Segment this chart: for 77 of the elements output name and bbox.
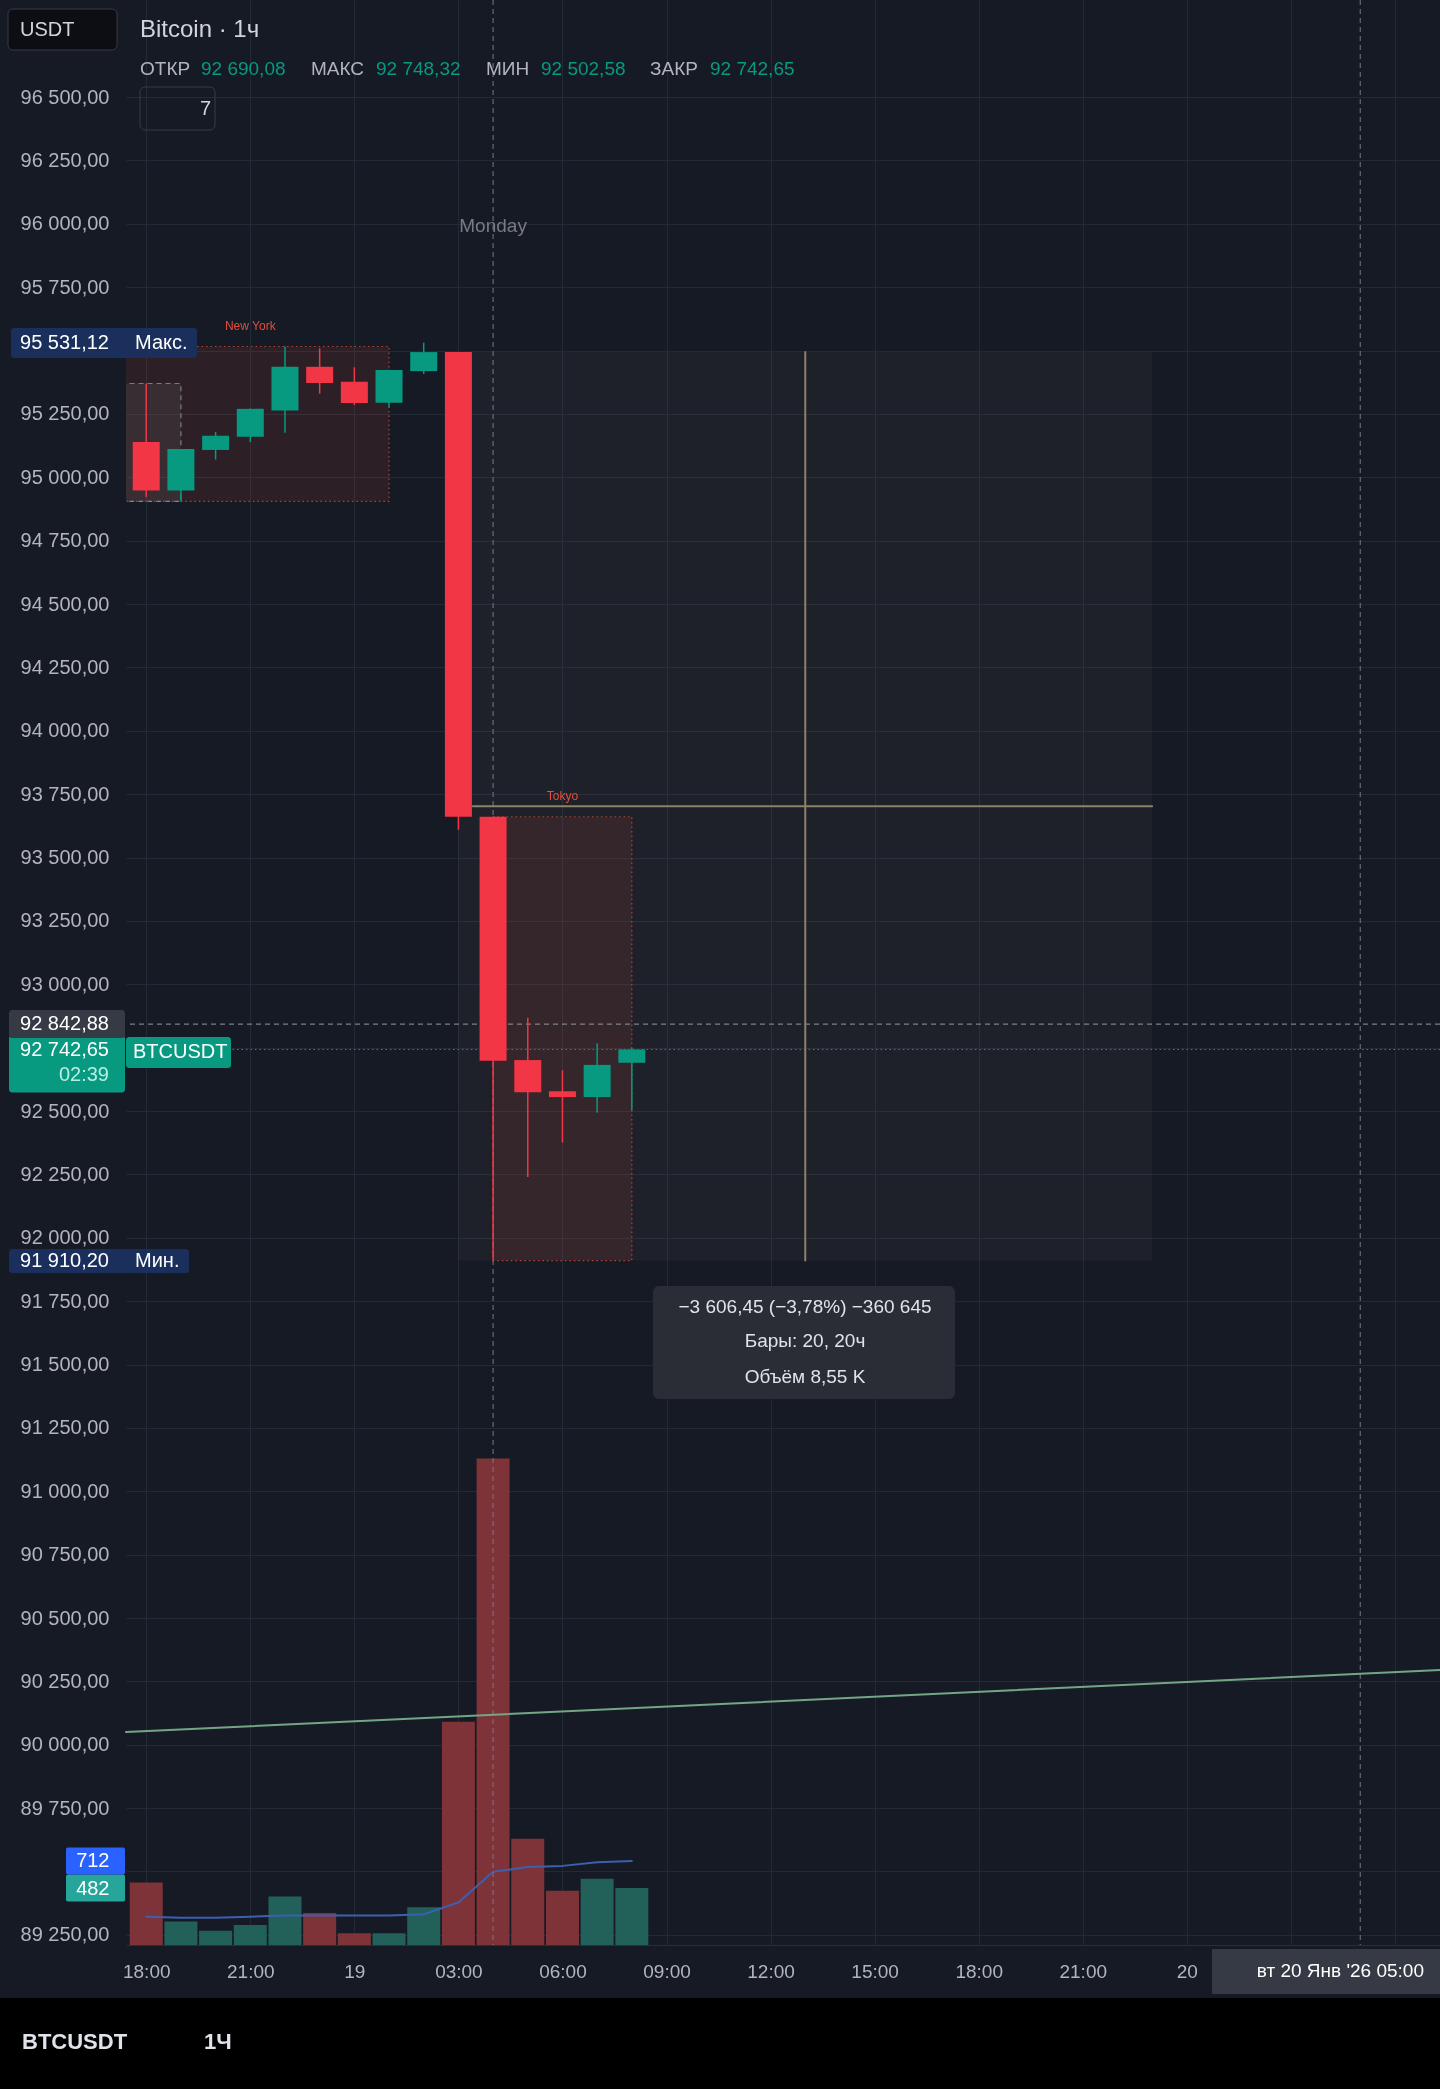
ref-line-label: 92 842,88	[20, 1012, 109, 1035]
bar	[303, 1913, 337, 1945]
x-tick-label: 03:00	[435, 1960, 483, 1982]
y-tick-label: 95 000,00	[20, 465, 110, 488]
bar	[129, 1882, 163, 1945]
y2-tick-label: 482	[76, 1876, 110, 1899]
y-tick-label: 94 500,00	[20, 592, 110, 615]
y-tick-label: 90 000,00	[20, 1733, 110, 1756]
y2-tick-label: 712	[76, 1849, 110, 1872]
annotation: 92 690,08	[201, 58, 286, 79]
y-tick-label: 90 500,00	[20, 1606, 110, 1629]
x-tick-label: 18:00	[955, 1960, 1003, 1982]
y-tick-label: 91 000,00	[20, 1479, 110, 1502]
text: BTCUSDT	[22, 2029, 128, 2054]
candlestick	[548, 1069, 576, 1144]
annotation: 7	[200, 97, 212, 119]
bar	[337, 1933, 371, 1945]
y-tick-label: 96 500,00	[20, 85, 110, 108]
y-tick-label: 93 750,00	[20, 782, 110, 805]
x-tick-label: 18:00	[122, 1960, 171, 1982]
y-tick-label: 95 250,00	[20, 402, 110, 425]
annotation: МАКС	[311, 58, 365, 79]
annotation: ОТКР	[140, 58, 191, 79]
line-series	[145, 1859, 633, 1919]
bar	[545, 1890, 579, 1945]
y-tick-label: 94 250,00	[20, 655, 110, 678]
y-tick-label: 93 250,00	[20, 909, 110, 932]
x-tick-label: 15:00	[851, 1960, 899, 1982]
band-label: New York	[224, 318, 277, 333]
y-tick-label: 95 750,00	[20, 275, 110, 298]
text: Bitcoin · 1ч	[140, 15, 260, 42]
y-tick-label: 91 750,00	[20, 1289, 110, 1312]
y-tick-label: 93 000,00	[20, 972, 110, 995]
annotation: 92 748,32	[376, 58, 461, 79]
annotation: Мин.	[135, 1249, 180, 1271]
annotation: Объём 8,55 K	[744, 1366, 866, 1387]
x-tick-label: 12:00	[747, 1960, 795, 1982]
x-tick-label: 06:00	[539, 1960, 587, 1982]
y-tick-label: 91 500,00	[20, 1353, 110, 1376]
x-tick-label: 20	[1176, 1960, 1198, 1982]
bar	[199, 1930, 233, 1945]
text: USDT	[20, 18, 75, 40]
y-tick-label: 92 000,00	[20, 1226, 110, 1249]
y-tick-label: 94 750,00	[20, 529, 110, 552]
y-tick-label: 91 250,00	[20, 1416, 110, 1439]
y-tick-label: 90 250,00	[20, 1669, 110, 1692]
ref-line-label: вт 20 Янв '26 05:00	[1256, 1960, 1424, 1981]
y-tick-label: 93 500,00	[20, 846, 110, 869]
y-tick-label: 90 750,00	[20, 1543, 110, 1566]
text: 95 531,12	[20, 331, 109, 353]
x-tick-label: 21:00	[1059, 1960, 1108, 1982]
bar	[441, 1721, 475, 1945]
y-tick-label: 89 250,00	[20, 1923, 110, 1946]
text: 02:39	[58, 1063, 109, 1085]
x-tick-label: 09:00	[643, 1960, 691, 1982]
band-label: Tokyo	[546, 788, 579, 803]
ref-line-label: Monday	[459, 215, 528, 236]
bar	[164, 1921, 198, 1945]
y-tick-label: 92 250,00	[20, 1162, 110, 1185]
y-tick-label: 92 500,00	[20, 1099, 110, 1122]
x-tick-label: 21:00	[227, 1960, 275, 1982]
annotation: BTCUSDT	[133, 1040, 228, 1062]
annotation: ЗАКР	[650, 58, 698, 79]
text: 91 910,20	[20, 1249, 109, 1271]
ref-line-label: 92 742,65	[20, 1037, 109, 1060]
x-tick-label: 19	[344, 1960, 366, 1982]
annotation: 92 742,65	[710, 58, 795, 79]
annotation: 92 502,58	[541, 58, 626, 79]
annotation: −3 606,45 (−3,78%) −360 645	[678, 1296, 932, 1317]
y-tick-label: 96 250,00	[20, 148, 110, 171]
y-tick-label: 96 000,00	[20, 212, 110, 235]
y-tick-label: 94 000,00	[20, 719, 110, 742]
annotation: МИН	[486, 58, 530, 79]
annotation: Макс.	[135, 331, 188, 353]
text: 1Ч	[204, 2029, 232, 2054]
annotation: Бары: 20, 20ч	[744, 1330, 866, 1351]
y-tick-label: 89 750,00	[20, 1796, 110, 1819]
